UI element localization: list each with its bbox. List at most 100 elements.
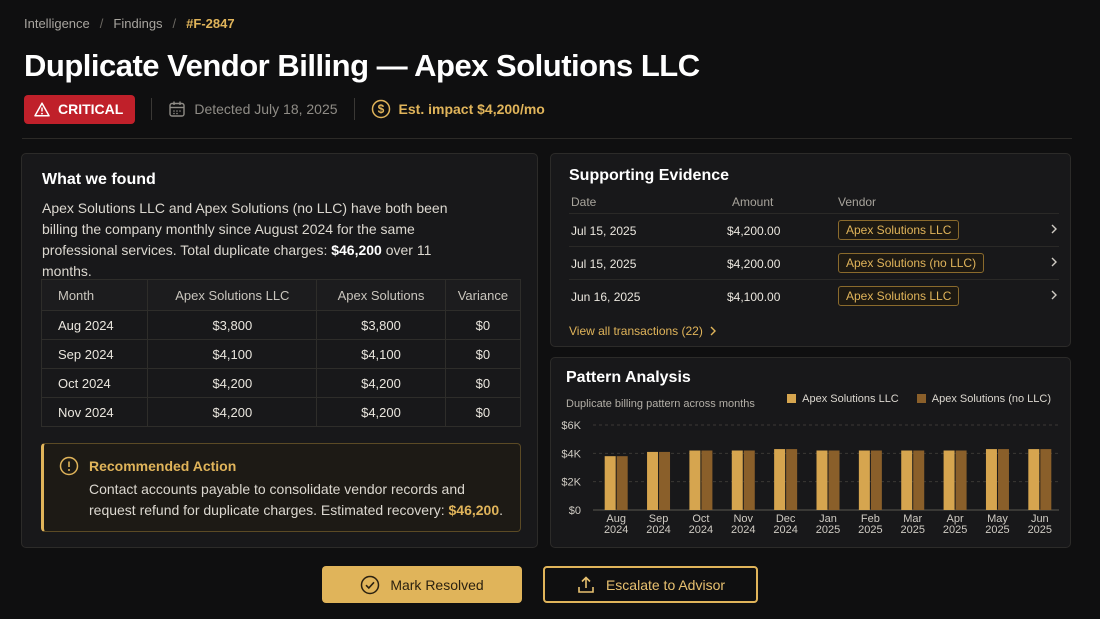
x-tick-label: Mar [903, 513, 922, 525]
table-cell: Nov 2024 [40, 397, 149, 427]
chevron-right-icon[interactable] [1049, 254, 1059, 273]
legend-item: Apex Solutions (no LLC) [916, 393, 1051, 405]
evidence-date: Jul 15, 2025 [571, 224, 637, 238]
chevron-right-icon[interactable] [1049, 221, 1059, 240]
table-row: Nov 2024 $4,200 $4,200 $0 [40, 397, 522, 427]
x-tick-label: 2024 [604, 524, 628, 536]
vendor-pill: Apex Solutions LLC [838, 220, 960, 240]
upload-icon [578, 575, 594, 593]
bar [858, 450, 870, 510]
table-cell: $4,200 [316, 397, 446, 427]
bar [955, 450, 967, 510]
dollar-circle-icon: $ [371, 99, 390, 119]
bar [731, 450, 743, 510]
x-tick-label: 2025 [858, 524, 882, 536]
page-title: Duplicate Vendor Billing — Apex Solution… [24, 48, 700, 83]
impact-estimate: $ Est. impact $4,200/mo [371, 99, 545, 119]
x-tick-label: Aug [606, 513, 626, 525]
detected-label: Detected July 18, 2025 [194, 101, 338, 117]
table-cell: Sep 2024 [40, 339, 149, 369]
table-cell: $4,100 [147, 339, 318, 369]
y-tick-label: $6K [561, 420, 581, 432]
column-header-vendor: Vendor [838, 195, 877, 209]
description-text-end: over 11 months. [42, 242, 432, 279]
svg-text:$: $ [377, 102, 384, 116]
x-tick-label: Jan [819, 513, 837, 525]
evidence-amount: $4,200.00 [727, 257, 781, 271]
recommended-action-title: Recommended Action [89, 458, 237, 474]
table-cell: $3,800 [316, 310, 446, 340]
mark-resolved-label: Mark Resolved [390, 576, 484, 593]
table-row: Sep 2024 $4,100 $4,100 $0 [40, 339, 522, 369]
bar [689, 450, 701, 510]
table-header-row: Month Apex Solutions LLC Apex Solutions … [40, 279, 522, 311]
x-tick-label: May [987, 513, 1008, 525]
chevron-right-icon[interactable] [1049, 287, 1059, 306]
findings-card: What we found Apex Solutions LLC and Ape… [21, 153, 538, 548]
evidence-card: Supporting Evidence Date Amount Vendor J… [550, 153, 1071, 347]
breadcrumb-separator: / [99, 16, 104, 31]
breadcrumb-intelligence[interactable]: Intelligence [24, 16, 90, 31]
recovery-amount: $46,200 [448, 502, 500, 518]
column-header-amount: Amount [732, 195, 774, 209]
findings-description: Apex Solutions LLC and Apex Solutions (n… [42, 198, 482, 282]
meta-row: CRITICAL Detected July 18, 2025 $ Est. i… [24, 94, 545, 124]
legend-swatch [787, 394, 797, 403]
legend-label: Apex Solutions LLC [802, 393, 899, 405]
breadcrumb-current: #F-2847 [186, 16, 235, 31]
impact-label: Est. impact $4,200/mo [398, 101, 545, 117]
x-tick-label: 2024 [689, 524, 713, 536]
y-tick-label: $4K [561, 448, 581, 460]
recommended-action-text: Contact accounts payable to consolidate … [89, 479, 509, 521]
view-all-label: View all transactions (22) [569, 324, 703, 338]
evidence-amount: $4,100.00 [727, 290, 781, 304]
x-tick-label: Dec [776, 513, 796, 525]
legend-swatch [916, 394, 926, 403]
bar [616, 456, 628, 510]
table-cell: Aug 2024 [40, 310, 149, 340]
table-cell: $4,200 [147, 368, 318, 398]
x-tick-label: 2025 [943, 524, 967, 536]
recommendation-body: Contact accounts payable to consolidate … [89, 481, 465, 518]
bar [1040, 449, 1052, 510]
x-tick-label: Sep [649, 513, 669, 525]
x-tick-label: Apr [947, 513, 964, 525]
x-tick-label: Nov [733, 513, 753, 525]
chevron-right-icon [710, 326, 716, 336]
detected-date: Detected July 18, 2025 [168, 100, 338, 118]
divider [353, 98, 355, 120]
evidence-date: Jun 16, 2025 [571, 290, 641, 304]
billing-bar-chart: $0$2K$4K$6KAug2024Sep2024Oct2024Nov2024D… [561, 420, 1059, 536]
severity-label: CRITICAL [58, 101, 124, 117]
evidence-date: Jul 15, 2025 [571, 257, 637, 271]
mark-resolved-button[interactable]: Mark Resolved [322, 566, 522, 603]
bar [604, 456, 616, 510]
x-tick-label: Oct [692, 513, 709, 525]
escalate-button[interactable]: Escalate to Advisor [543, 566, 758, 603]
table-row: Oct 2024 $4,200 $4,200 $0 [40, 368, 522, 398]
pattern-analysis-card: Pattern Analysis Duplicate billing patte… [550, 357, 1071, 548]
bar [659, 451, 671, 510]
y-tick-label: $0 [569, 505, 581, 517]
vendor-pill: Apex Solutions LLC [838, 286, 960, 306]
evidence-row[interactable]: Jun 16, 2025 $4,100.00 Apex Solutions LL… [569, 279, 1059, 312]
bar [743, 450, 755, 510]
escalate-label: Escalate to Advisor [605, 576, 726, 593]
table-cell: $4,200 [316, 368, 446, 398]
bar [828, 450, 840, 510]
findings-title: What we found [42, 171, 156, 188]
evidence-title: Supporting Evidence [569, 167, 730, 184]
column-header: Apex Solutions [316, 279, 446, 311]
bar [1028, 449, 1040, 510]
breadcrumb-findings[interactable]: Findings [113, 16, 163, 31]
table-cell: Oct 2024 [40, 368, 149, 398]
x-tick-label: Feb [861, 513, 880, 525]
table-cell: $4,100 [316, 339, 446, 369]
duplicate-total: $46,200 [331, 242, 382, 258]
bar [786, 449, 798, 510]
evidence-row[interactable]: Jul 15, 2025 $4,200.00 Apex Solutions (n… [569, 246, 1059, 279]
view-all-transactions-link[interactable]: View all transactions (22) [569, 324, 717, 338]
severity-badge: CRITICAL [24, 94, 136, 124]
evidence-row[interactable]: Jul 15, 2025 $4,200.00 Apex Solutions LL… [569, 213, 1059, 246]
divider [151, 98, 153, 120]
